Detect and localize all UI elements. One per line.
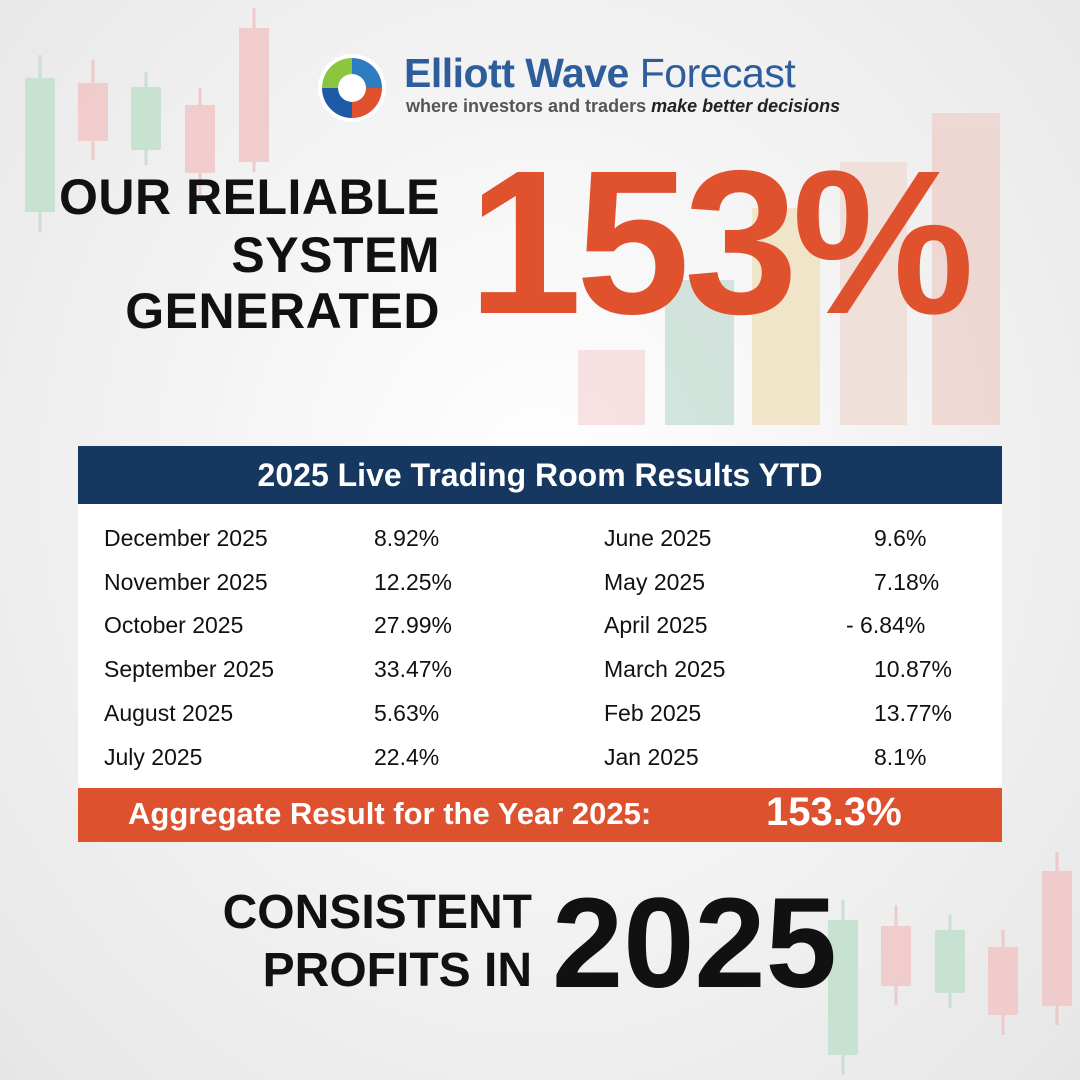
right-value-1: 9.6% <box>874 525 927 551</box>
left-month-4: September 2025 <box>104 656 275 682</box>
hero-line-1: OUR RELIABLE <box>59 169 440 225</box>
left-month-3: October 2025 <box>104 612 244 638</box>
left-value-6: 22.4% <box>374 744 440 770</box>
aggregate-bar: Aggregate Result for the Year 2025: 153.… <box>78 788 1002 842</box>
bottom-line-1: CONSISTENT <box>222 886 532 939</box>
right-month-2: May 2025 <box>604 569 706 595</box>
right-month-3: April 2025 <box>604 612 708 638</box>
hero-line-3: GENERATED <box>125 283 440 339</box>
left-value-3: 27.99% <box>374 612 453 638</box>
brand-name: Elliott Wave Forecast <box>404 50 796 97</box>
right-month-1: June 2025 <box>604 525 712 551</box>
brand-name-light: Forecast <box>628 50 796 96</box>
results-panel: 2025 Live Trading Room Results YTD Decem… <box>78 446 1002 842</box>
swirl-logo-icon <box>318 54 386 122</box>
left-value-5: 5.63% <box>374 700 440 726</box>
brand-name-bold: Elliott Wave <box>404 50 629 96</box>
left-value-4: 33.47% <box>374 656 453 682</box>
left-value-2: 12.25% <box>374 569 453 595</box>
results-title: 2025 Live Trading Room Results YTD <box>78 446 1002 504</box>
tagline-emphasis: make better decisions <box>651 96 841 116</box>
bottom-year: 2025 <box>552 872 837 1015</box>
left-value-1: 8.92% <box>374 525 440 551</box>
left-month-2: November 2025 <box>104 569 268 595</box>
right-value-5: 13.77% <box>874 700 953 726</box>
brand-tagline: where investors and traders make better … <box>406 96 840 117</box>
right-value-6: 8.1% <box>874 744 927 770</box>
hero-line-2: SYSTEM <box>231 227 440 283</box>
results-table: December 2025 8.92% November 2025 12.25%… <box>78 504 1002 788</box>
hero-percentage: 153% <box>468 128 974 357</box>
left-month-5: August 2025 <box>104 700 234 726</box>
aggregate-value: 153.3% <box>766 790 902 834</box>
right-month-5: Feb 2025 <box>604 700 702 726</box>
left-month-6: July 2025 <box>104 744 203 770</box>
right-month-4: March 2025 <box>604 656 726 682</box>
right-value-2: 7.18% <box>874 569 940 595</box>
brand-logo: Elliott Wave Forecast where investors an… <box>316 50 840 130</box>
bottom-line-2: PROFITS IN <box>262 944 532 997</box>
right-value-4: 10.87% <box>874 656 953 682</box>
right-value-3: - 6.84% <box>846 612 926 638</box>
tagline-plain: where investors and traders <box>406 96 652 116</box>
right-month-6: Jan 2025 <box>604 744 699 770</box>
aggregate-label: Aggregate Result for the Year 2025: <box>128 796 652 831</box>
left-month-1: December 2025 <box>104 525 268 551</box>
